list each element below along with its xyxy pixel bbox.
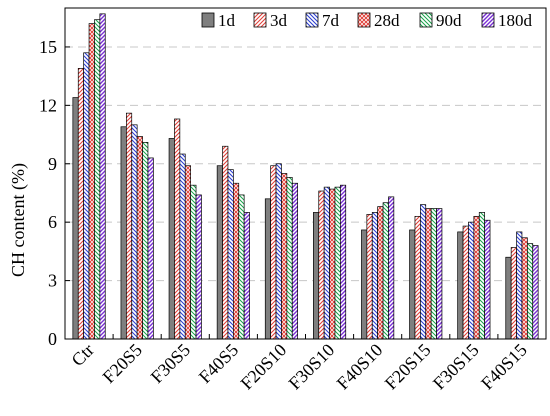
x-axis-ticks: Ctr F20S5 F30S5 F40S5F20S10F30S10F40S10F20S… [67,334,531,394]
x-tick-label: F40S5 [195,340,242,387]
legend-label: 90d [436,11,462,30]
bar-180d-F20S10 [291,182,299,340]
bar-7d-F30S15 [468,221,475,340]
bar-28d-F20S10 [281,173,288,340]
x-tick-label: F20S10 [237,340,291,394]
legend-swatch-1d [201,12,215,28]
bar-3d-F30S15 [462,225,469,340]
bar-1d-F20S10 [264,198,272,340]
bar-1d-F20S5 [120,126,127,340]
bar-90d-F40S10 [382,202,389,340]
legend-swatch-180d [481,12,495,28]
bar-28d-F30S5 [184,165,192,340]
x-tick-label: F30S10 [285,340,339,394]
bar-180d-Ctr [99,13,106,340]
bar-7d-F40S5 [227,169,234,340]
bar-group [72,13,539,340]
x-tick-label: F40S10 [333,340,387,394]
bar-7d-F30S5 [179,153,186,340]
bar-180d-F40S10 [388,196,395,340]
bar-1d-F30S15 [457,231,464,340]
bar-180d-F30S10 [340,184,347,340]
bar-90d-Ctr [94,19,101,340]
bar-90d-F30S10 [334,186,341,340]
bar-180d-F30S15 [484,219,491,340]
bar-90d-F20S15 [430,208,437,340]
x-tick-label: F20S15 [381,340,435,394]
y-axis-ticks: 0 3 6 9 12 15 [39,37,70,349]
bar-1d-F40S5 [216,165,223,340]
y-tick-label: 15 [39,37,57,57]
bar-180d-F30S5 [195,194,202,340]
bar-1d-F40S10 [361,229,368,340]
bar-28d-F40S15 [521,237,528,340]
legend-label: 7d [322,11,340,30]
x-tick-label: Ctr [67,340,97,370]
bar-28d-F20S15 [425,208,432,340]
bar-28d-F40S10 [377,206,384,340]
y-tick-label: 6 [48,212,57,232]
bar-180d-F20S15 [436,208,443,340]
bar-7d-F40S10 [371,212,379,340]
bar-3d-Ctr [77,68,85,340]
bar-7d-F40S15 [516,231,523,340]
bar-3d-F40S10 [366,214,373,340]
legend: 1d 3d 7d 28d 90d 180d [201,11,533,30]
bar-90d-F20S5 [142,141,149,340]
x-tick-label: F30S15 [429,340,483,394]
legend-swatch-28d [357,12,371,28]
bar-1d-F30S10 [313,212,320,340]
bar-7d-Ctr [83,52,90,340]
bar-3d-F40S5 [222,145,229,340]
bar-90d-F30S15 [478,212,486,340]
y-tick-label: 9 [48,154,57,174]
y-axis-label: CH content (%) [8,163,29,277]
bar-3d-F40S15 [510,247,517,340]
x-tick-label: F20S5 [99,340,146,387]
bar-3d-F30S10 [318,190,325,340]
bar-90d-F40S15 [526,243,534,340]
y-tick-label: 3 [48,271,57,291]
bar-28d-F30S15 [473,215,480,340]
bar-28d-F20S5 [136,136,143,340]
bar-1d-F30S5 [168,138,175,340]
x-tick-label: F40S15 [477,340,531,394]
legend-swatch-90d [419,12,433,28]
bar-1d-F20S15 [409,229,416,340]
bar-7d-F20S15 [420,204,427,340]
bar-3d-F20S15 [414,215,421,340]
bar-90d-F40S5 [238,194,245,340]
bar-1d-Ctr [72,97,79,340]
legend-label: 180d [498,11,533,30]
legend-label: 1d [218,11,236,30]
bar-180d-F20S5 [147,157,154,340]
y-tick-label: 0 [48,329,57,349]
bar-90d-F20S10 [286,177,293,340]
bar-180d-F40S15 [532,245,539,340]
y-tick-label: 12 [39,95,57,115]
bar-1d-F40S15 [505,256,512,340]
bar-28d-Ctr [88,23,95,340]
legend-label: 28d [374,11,400,30]
bar-3d-F20S10 [270,165,277,340]
bar-28d-F40S5 [233,182,240,340]
x-tick-label: F30S5 [147,340,194,387]
bar-90d-F30S5 [190,184,197,340]
bar-28d-F30S10 [329,188,336,340]
legend-label: 3d [270,11,288,30]
bar-7d-F20S10 [275,163,282,340]
legend-swatch-7d [305,12,319,28]
bar-180d-F40S5 [243,212,250,340]
bar-3d-F30S5 [174,118,181,340]
bar-7d-F30S10 [323,186,330,340]
legend-swatch-3d [253,12,267,28]
bar-3d-F20S5 [125,112,133,340]
bar-7d-F20S5 [131,124,138,340]
